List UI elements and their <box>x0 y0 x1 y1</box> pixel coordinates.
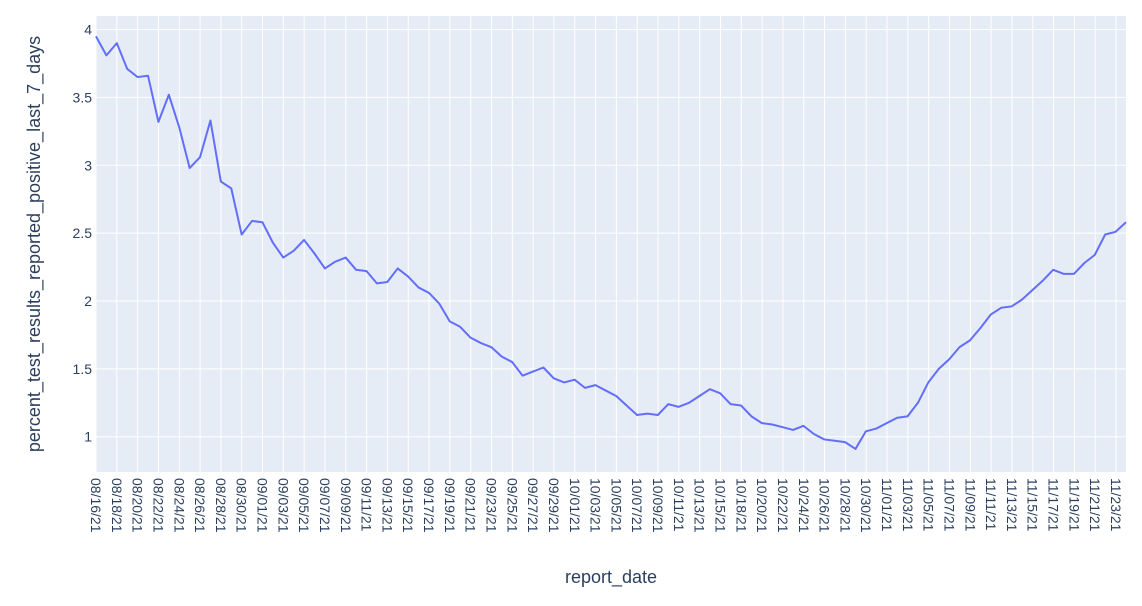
y-tick-label: 2 <box>84 293 92 309</box>
x-tick-label: 09/13/21 <box>379 478 395 533</box>
x-tick-label: 09/29/21 <box>546 478 562 533</box>
x-tick-label: 11/01/21 <box>879 478 895 532</box>
x-tick-label: 10/05/21 <box>608 478 624 533</box>
y-tick-label: 1.5 <box>73 361 93 377</box>
x-tick-label: 10/15/21 <box>712 478 728 533</box>
x-tick-label: 11/03/21 <box>900 478 916 532</box>
x-tick-label: 10/18/21 <box>733 478 749 533</box>
x-tick-label: 10/24/21 <box>796 478 812 533</box>
x-tick-label: 10/22/21 <box>775 478 791 533</box>
y-tick-label: 3 <box>84 157 92 173</box>
y-tick-label: 3.5 <box>73 89 93 105</box>
x-tick-label: 09/11/21 <box>359 478 375 532</box>
x-tick-label: 08/20/21 <box>130 478 146 533</box>
x-tick-label: 11/13/21 <box>1004 478 1020 532</box>
x-axis-title: report_date <box>565 567 657 588</box>
y-tick-label: 1 <box>84 429 92 445</box>
x-tick-label: 08/28/21 <box>213 478 229 533</box>
x-tick-label: 08/26/21 <box>192 478 208 533</box>
x-tick-label: 10/26/21 <box>817 478 833 533</box>
x-tick-label: 10/09/21 <box>650 478 666 533</box>
x-tick-label: 10/11/21 <box>671 478 687 532</box>
x-tick-label: 11/09/21 <box>962 478 978 532</box>
x-tick-label: 09/15/21 <box>400 478 416 533</box>
x-tick-label: 09/27/21 <box>525 478 541 533</box>
x-tick-label: 08/18/21 <box>109 478 125 533</box>
x-tick-label: 09/25/21 <box>504 478 520 533</box>
x-tick-label: 10/30/21 <box>858 478 874 533</box>
y-axis-title: percent_test_results_reported_positive_l… <box>24 36 45 452</box>
y-tick-label: 4 <box>84 22 92 38</box>
x-tick-label: 10/07/21 <box>629 478 645 533</box>
x-tick-label: 11/19/21 <box>1066 478 1082 532</box>
x-tick-label: 09/09/21 <box>338 478 354 533</box>
x-tick-label: 08/16/21 <box>88 478 104 533</box>
x-tick-label: 11/05/21 <box>921 478 937 532</box>
x-tick-label: 10/13/21 <box>692 478 708 533</box>
x-tick-label: 11/23/21 <box>1108 478 1124 532</box>
plot-area <box>96 16 1126 472</box>
x-gridlines <box>95 16 1117 472</box>
x-tick-label: 09/17/21 <box>421 478 437 533</box>
x-tick-label: 09/23/21 <box>484 478 500 533</box>
series-line <box>95 35 1127 450</box>
x-tick-label: 10/01/21 <box>567 478 583 533</box>
x-tick-label: 09/19/21 <box>442 478 458 533</box>
x-tick-label: 11/17/21 <box>1046 478 1062 532</box>
x-tick-label: 09/21/21 <box>463 478 479 533</box>
x-tick-label: 09/05/21 <box>296 478 312 533</box>
x-tick-label: 11/07/21 <box>941 478 957 532</box>
x-tick-label: 08/24/21 <box>171 478 187 533</box>
x-tick-label: 08/22/21 <box>150 478 166 533</box>
y-axis-ticks: 1 1.5 2 2.5 3 3.5 4 <box>73 22 93 445</box>
x-tick-label: 09/01/21 <box>255 478 271 533</box>
x-tick-label: 08/30/21 <box>234 478 250 533</box>
x-tick-label: 11/11/21 <box>983 478 999 531</box>
y-tick-label: 2.5 <box>73 225 93 241</box>
x-tick-label: 09/03/21 <box>275 478 291 533</box>
x-tick-label: 10/03/21 <box>588 478 604 533</box>
x-tick-label: 09/07/21 <box>317 478 333 533</box>
x-tick-label: 11/21/21 <box>1087 478 1103 532</box>
x-tick-label: 10/28/21 <box>837 478 853 533</box>
x-tick-label: 10/20/21 <box>754 478 770 533</box>
x-axis-ticks: 08/16/21 08/18/21 08/20/21 08/22/21 08/24/21… <box>88 478 1124 533</box>
x-tick-label: 11/15/21 <box>1025 478 1041 532</box>
